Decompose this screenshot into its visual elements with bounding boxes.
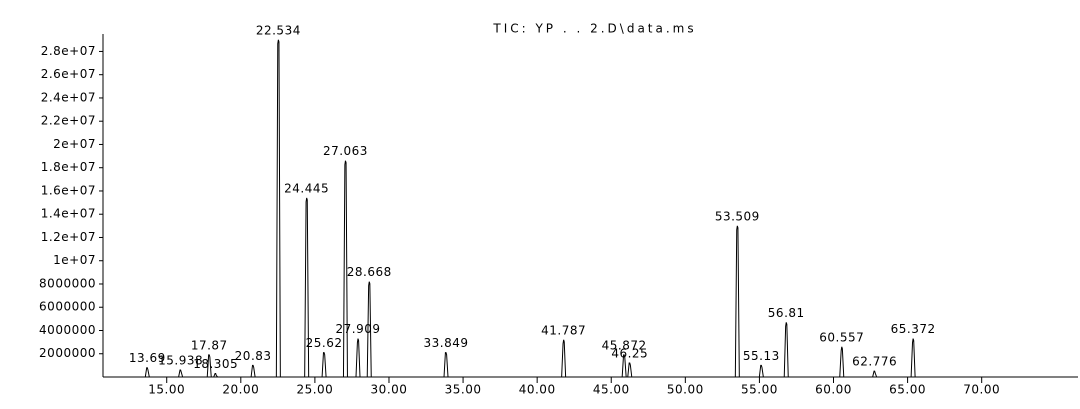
peak-label: 46.25 (611, 347, 648, 361)
peak-label: 24.445 (284, 181, 329, 195)
peak (561, 339, 567, 378)
peak-label: 55.13 (743, 349, 780, 363)
peak (321, 352, 327, 378)
x-tick-label: 30.00 (371, 383, 408, 397)
x-tick-label: 65.00 (889, 383, 926, 397)
y-tick-label: 2000000 (39, 346, 96, 360)
peak (342, 160, 348, 378)
peak-label: 27.909 (335, 322, 380, 336)
peak-label: 27.063 (323, 144, 368, 158)
peak-label: 15.938 (158, 354, 203, 368)
y-tick-label: 2.8e+07 (41, 44, 96, 58)
x-tick-label: 35.00 (445, 383, 482, 397)
y-tick-label: 1.2e+07 (41, 230, 96, 244)
peak-label: 65.372 (891, 322, 936, 336)
x-tick-label: 25.00 (296, 383, 333, 397)
peak-label: 33.849 (424, 336, 469, 350)
y-tick-label: 2.2e+07 (41, 114, 96, 128)
x-tick-label: 60.00 (815, 383, 852, 397)
peak (144, 367, 150, 378)
peak-label: 56.81 (768, 306, 805, 320)
peak-label: 28.668 (347, 265, 392, 279)
peak (213, 373, 219, 378)
peak (839, 346, 845, 378)
peak (910, 338, 916, 378)
peak (872, 370, 878, 378)
x-tick-label: 40.00 (519, 383, 556, 397)
peak (621, 354, 627, 378)
peak (783, 322, 789, 378)
peak-label: 18.305 (193, 357, 238, 371)
peak-label: 41.787 (541, 323, 586, 337)
peak (304, 197, 310, 378)
peak (758, 364, 764, 378)
peak-label: 13.69 (129, 351, 166, 365)
peak (275, 39, 281, 378)
peak (734, 225, 740, 378)
x-tick-label: 55.00 (741, 383, 778, 397)
peak (250, 364, 256, 378)
peak-label: 22.534 (256, 23, 301, 37)
y-tick-label: 1.4e+07 (41, 207, 96, 221)
peak-label: 20.83 (235, 349, 272, 363)
x-tick-label: 70.00 (963, 383, 1000, 397)
y-tick-label: 6000000 (39, 300, 96, 314)
peak-label: 53.509 (715, 209, 760, 223)
peak (627, 362, 633, 378)
y-tick-label: 1e+07 (53, 253, 96, 267)
y-tick-label: 1.6e+07 (41, 183, 96, 197)
y-tick-label: 2.6e+07 (41, 67, 96, 81)
peak (443, 352, 449, 378)
y-tick-label: 2.4e+07 (41, 90, 96, 104)
x-tick-label: 20.00 (222, 383, 259, 397)
peak-label: 45.872 (602, 338, 647, 352)
peak-label: 60.557 (819, 330, 864, 344)
y-tick-label: 1.8e+07 (41, 160, 96, 174)
peak-label: 17.87 (191, 338, 228, 352)
x-tick-label: 50.00 (667, 383, 704, 397)
peak (178, 369, 184, 378)
y-tick-label: 2e+07 (53, 137, 96, 151)
chart-title: TIC: YP . . 2.D\data.ms (492, 22, 696, 36)
peak-label: 62.776 (852, 355, 897, 369)
peak (355, 338, 361, 378)
peak (206, 354, 212, 378)
peak-label: 25.62 (306, 336, 343, 350)
y-tick-label: 8000000 (39, 276, 96, 290)
x-tick-label: 45.00 (593, 383, 630, 397)
x-tick-label: 15.00 (148, 383, 185, 397)
y-tick-label: 4000000 (39, 323, 96, 337)
peak (366, 281, 372, 378)
